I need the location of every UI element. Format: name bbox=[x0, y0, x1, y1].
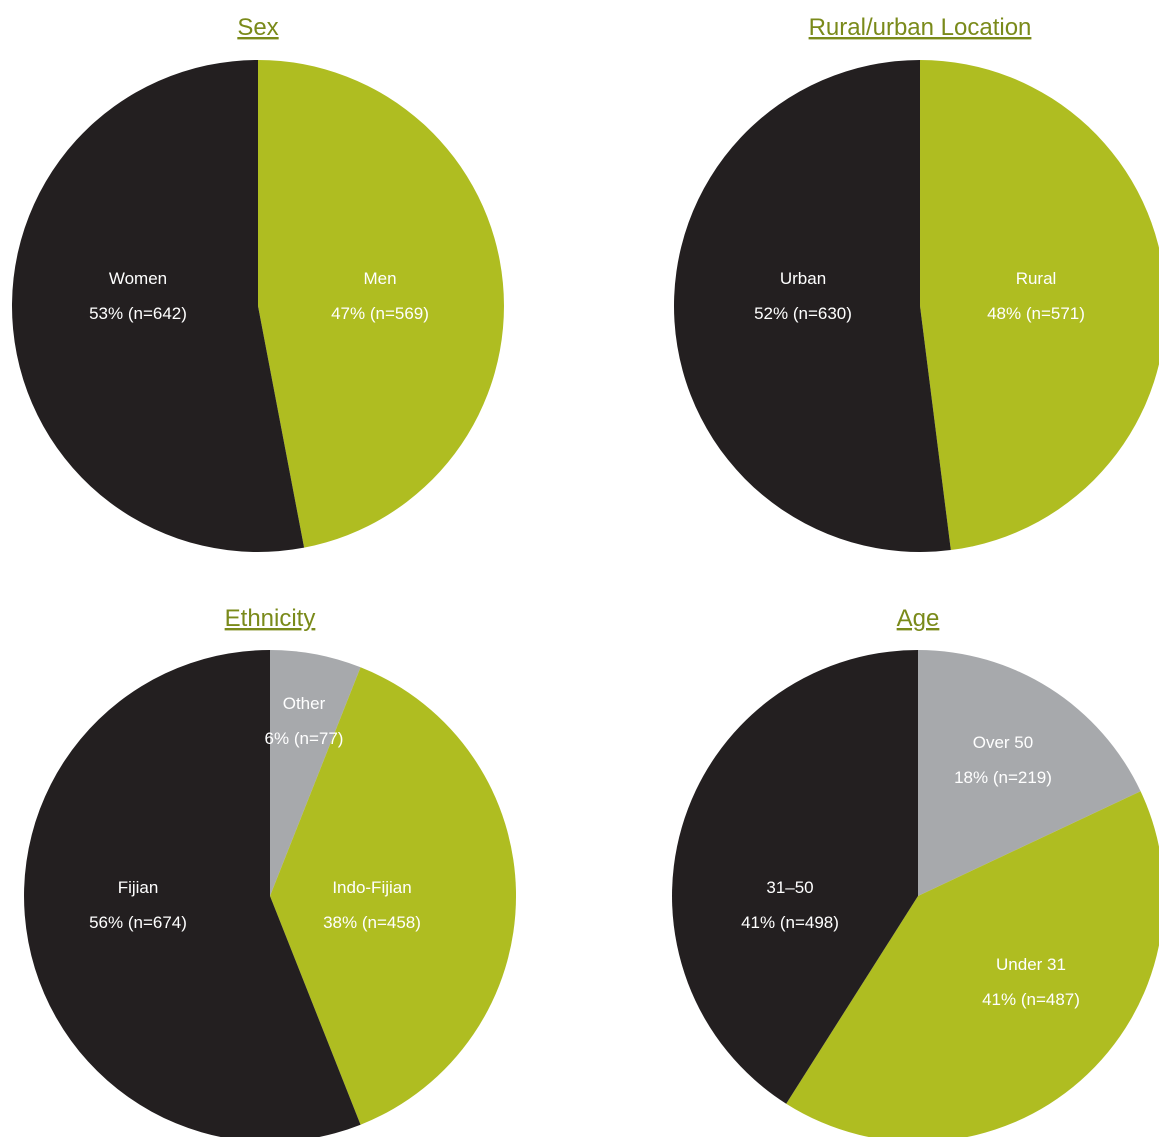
pie-chart-ethnicity: Ethnicity Other 6% (n=77) Indo-Fijian 38% (… bbox=[24, 605, 516, 1137]
chart-title-age: Age bbox=[897, 605, 940, 632]
slice-value-over-50: 18% (n=219) bbox=[954, 768, 1052, 787]
slice-label-urban: Urban bbox=[780, 269, 826, 288]
slice-value-men: 47% (n=569) bbox=[331, 304, 429, 323]
slice-label-indo-fijian: Indo-Fijian bbox=[332, 878, 411, 897]
slice-value-31-50: 41% (n=498) bbox=[741, 913, 839, 932]
slice-value-fijian: 56% (n=674) bbox=[89, 913, 187, 932]
slice-label-fijian: Fijian bbox=[118, 878, 159, 897]
slice-value-other: 6% (n=77) bbox=[265, 729, 344, 748]
chart-title-sex: Sex bbox=[237, 14, 278, 41]
slice-label-rural: Rural bbox=[1016, 269, 1057, 288]
chart-title-ethnicity: Ethnicity bbox=[225, 605, 316, 632]
pie-chart-age: Age Over 50 18% (n=219) Under 31 41% (n=487… bbox=[672, 605, 1159, 1137]
slice-label-under-31: Under 31 bbox=[996, 955, 1066, 974]
pie-chart-location: Rural/urban Location Rural 48% (n=571) Urb… bbox=[674, 14, 1159, 552]
slice-label-other: Other bbox=[283, 694, 326, 713]
slice-value-indo-fijian: 38% (n=458) bbox=[323, 913, 421, 932]
slice-label-over-50: Over 50 bbox=[973, 733, 1033, 752]
slice-label-31-50: 31–50 bbox=[766, 878, 813, 897]
slice-label-women: Women bbox=[109, 269, 167, 288]
slice-value-under-31: 41% (n=487) bbox=[982, 990, 1080, 1009]
pie-chart-sex: Sex Men 47% (n=569) Women 53% (n=642) bbox=[12, 14, 504, 552]
slice-value-urban: 52% (n=630) bbox=[754, 304, 852, 323]
slice-value-women: 53% (n=642) bbox=[89, 304, 187, 323]
slice-label-men: Men bbox=[363, 269, 396, 288]
slice-value-rural: 48% (n=571) bbox=[987, 304, 1085, 323]
chart-title-location: Rural/urban Location bbox=[809, 14, 1032, 41]
